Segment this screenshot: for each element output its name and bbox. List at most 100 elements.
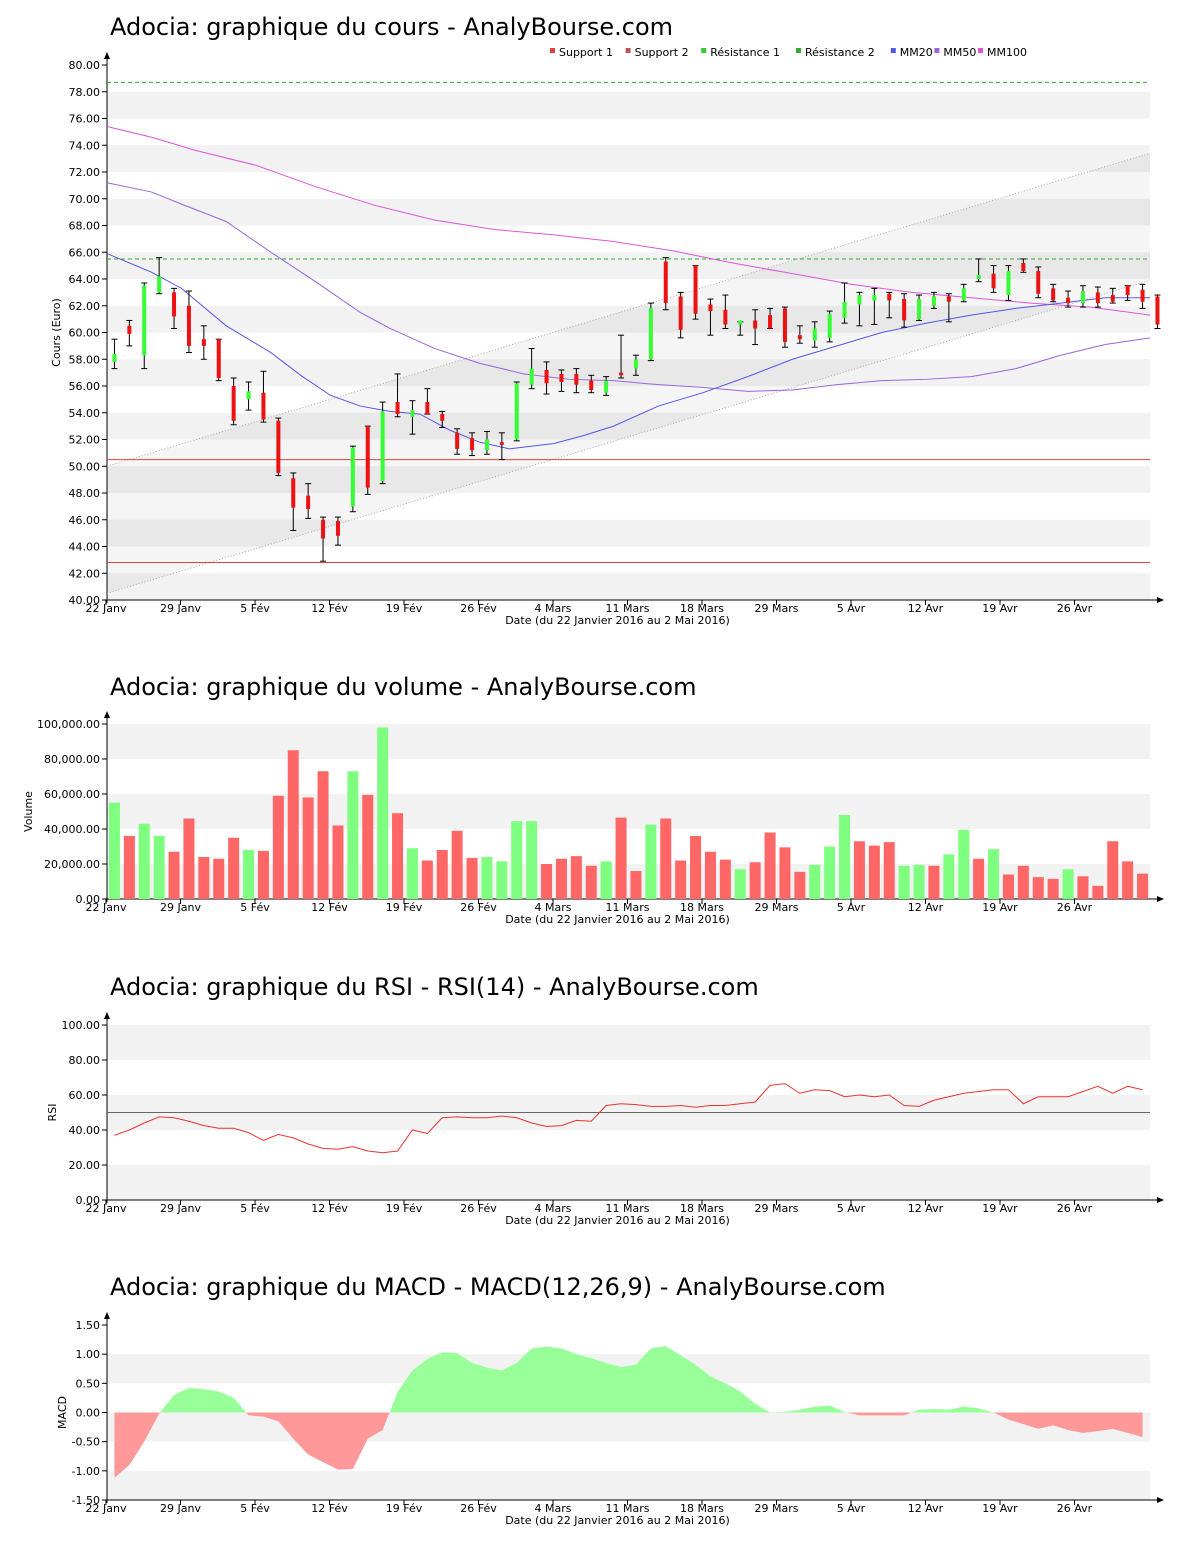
volume-bar — [675, 860, 687, 899]
macd-y-axis-arrow — [104, 1312, 110, 1319]
macd-y-tick-label: -1.00 — [72, 1465, 100, 1478]
legend-label: Support 1 — [559, 46, 613, 59]
candle-body — [842, 301, 847, 318]
volume-bar — [1032, 877, 1044, 899]
volume-bar — [1107, 841, 1119, 899]
price-x-tick-label: 19 Avr — [982, 602, 1018, 615]
volume-y-tick-label: 0.00 — [76, 893, 101, 906]
volume-bar — [287, 750, 299, 899]
rsi-y-axis-arrow — [104, 1012, 110, 1019]
legend-label: MM20 — [900, 46, 933, 59]
volume-bar — [541, 864, 553, 899]
candle-body — [1125, 285, 1130, 296]
candle-body — [946, 296, 951, 302]
macd-x-tick-label: 5 Fév — [240, 1502, 270, 1515]
rsi-x-tick-label: 4 Mars — [535, 1202, 572, 1215]
candle-body — [1021, 262, 1026, 271]
volume-x-tick-label: 5 Fév — [240, 901, 270, 914]
volume-grid-band — [107, 794, 1150, 829]
macd-x-tick-label: 26 Avr — [1057, 1502, 1093, 1515]
price-y-tick-label: 64.00 — [69, 273, 101, 286]
candle-body — [380, 411, 385, 481]
volume-x-tick-label: 19 Avr — [982, 901, 1018, 914]
price-y-tick-label: 68.00 — [69, 220, 101, 233]
price-y-axis-arrow — [104, 52, 110, 59]
volume-chart-title: Adocia: graphique du volume - AnalyBours… — [110, 673, 696, 701]
candle-body — [604, 380, 609, 393]
candle-body — [1080, 291, 1085, 304]
macd-grid-band — [107, 1412, 1150, 1442]
candle-body — [708, 304, 713, 312]
macd-x-tick-label: 11 Mars — [606, 1502, 650, 1515]
volume-bar — [555, 858, 567, 899]
volume-bar — [973, 858, 985, 899]
macd-x-tick-label: 5 Avr — [837, 1502, 866, 1515]
candle-body — [797, 335, 802, 340]
rsi-x-tick-label: 5 Fév — [240, 1202, 270, 1215]
macd-y-tick-label: 1.50 — [76, 1319, 101, 1332]
price-x-axis-label: Date (du 22 Janvier 2016 au 2 Mai 2016) — [505, 614, 730, 627]
price-grid-band — [107, 519, 1150, 547]
volume-bar — [406, 848, 418, 899]
volume-y-tick-label: 60,000.00 — [44, 788, 100, 801]
volume-bar — [228, 837, 240, 899]
volume-bar — [988, 849, 1000, 899]
rsi-x-tick-label: 29 Janv — [160, 1202, 201, 1215]
rsi-x-tick-label: 22 Janv — [86, 1202, 127, 1215]
volume-bar — [466, 857, 478, 899]
rsi-x-tick-label: 26 Fév — [460, 1202, 497, 1215]
volume-bar — [317, 771, 329, 899]
legend-swatch — [890, 48, 896, 53]
macd-negative-area — [114, 1412, 161, 1478]
rsi-y-tick-label: 40.00 — [69, 1124, 101, 1137]
candle-body — [455, 432, 460, 449]
candle-body — [574, 373, 579, 385]
candle-body — [410, 410, 415, 417]
price-grid-band — [107, 198, 1150, 226]
volume-bar — [630, 871, 642, 899]
macd-y-tick-label: -0.50 — [72, 1436, 100, 1449]
price-x-tick-label: 22 Janv — [86, 602, 127, 615]
volume-bar — [243, 850, 255, 899]
candle-body — [127, 325, 132, 334]
candle-body — [514, 383, 519, 440]
volume-x-tick-label: 22 Janv — [86, 901, 127, 914]
candle-body — [499, 442, 504, 445]
volume-bar — [108, 802, 120, 899]
candle-body — [216, 339, 221, 378]
volume-bar — [764, 832, 776, 899]
candle-body — [470, 438, 475, 451]
volume-bar — [421, 860, 433, 899]
legend-label: MM50 — [943, 46, 976, 59]
volume-bar — [943, 854, 955, 899]
macd-x-tick-label: 18 Mars — [680, 1502, 724, 1515]
rsi-x-tick-label: 19 Avr — [982, 1202, 1018, 1215]
candle-body — [172, 292, 177, 317]
price-grid-band — [107, 573, 1150, 600]
candle-body — [142, 285, 147, 356]
price-y-tick-label: 50.00 — [69, 460, 101, 473]
price-grid-band — [107, 305, 1150, 333]
legend-label: Résistance 1 — [710, 46, 780, 59]
price-grid-band — [107, 466, 1150, 493]
candle-body — [693, 265, 698, 314]
candle-body — [753, 320, 758, 329]
candle-body — [872, 295, 877, 301]
candle-body — [246, 391, 251, 400]
volume-bar — [824, 846, 836, 899]
rsi-x-axis-arrow — [1157, 1197, 1164, 1203]
volume-bar — [436, 850, 448, 899]
price-x-tick-label: 19 Fév — [386, 602, 423, 615]
candle-body — [663, 261, 668, 304]
candle-body — [1110, 295, 1115, 302]
price-y-tick-label: 40.00 — [69, 594, 101, 607]
candle-body — [529, 368, 534, 385]
volume-bar — [123, 836, 135, 899]
price-x-tick-label: 29 Mars — [755, 602, 799, 615]
macd-chart-title: Adocia: graphique du MACD - MACD(12,26,9… — [110, 1273, 886, 1301]
candle-body — [931, 296, 936, 306]
rsi-grid-band — [107, 1025, 1150, 1060]
volume-bar — [704, 851, 716, 899]
price-y-tick-label: 42.00 — [69, 567, 101, 580]
price-y-tick-label: 76.00 — [69, 113, 101, 126]
